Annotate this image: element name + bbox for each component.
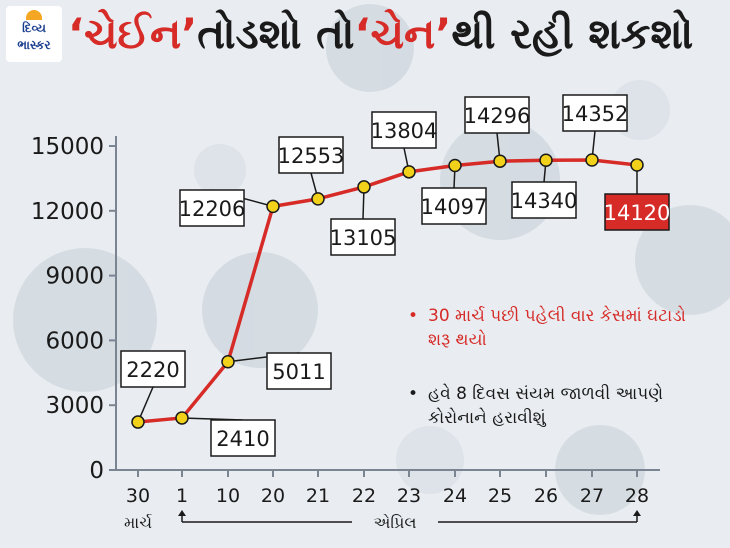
data-label: 14296 — [464, 104, 531, 128]
data-point — [402, 165, 416, 179]
data-label-box — [278, 136, 344, 174]
y-tick-label: 6000 — [45, 328, 104, 354]
page-title: ‘ચેઈન’ તોડશો તો ‘ચેન’ થી રહી શકશો — [68, 4, 728, 64]
x-tick-label: 22 — [352, 485, 376, 507]
data-point — [131, 415, 145, 429]
data-point — [311, 192, 325, 206]
data-label: 13105 — [330, 226, 397, 250]
y-tick-label: 12000 — [31, 199, 104, 225]
data-label-box — [511, 181, 577, 219]
data-point — [539, 153, 553, 168]
april-bracket-arrow-left — [178, 510, 186, 516]
title-part-peace: ‘ચેન’ — [354, 9, 452, 58]
sun-icon — [26, 10, 42, 20]
x-tick-label: 28 — [625, 485, 649, 507]
x-tick-label: 20 — [261, 485, 285, 507]
data-point — [493, 154, 507, 168]
title-part-chain: ‘ચેઈન’ — [68, 9, 198, 58]
data-label-box — [421, 187, 487, 225]
x-tick-label: 10 — [216, 485, 240, 507]
series-line — [137, 158, 638, 424]
data-label: 5011 — [272, 360, 325, 384]
data-label-box — [210, 419, 276, 457]
x-tick-label: 23 — [397, 485, 421, 507]
x-tick-label: 25 — [488, 485, 512, 507]
x-tick-label: 21 — [306, 485, 330, 507]
data-label-box — [604, 193, 670, 231]
data-point — [585, 153, 599, 167]
title-part-break: તોડશો તો — [197, 9, 355, 58]
data-point — [357, 180, 371, 194]
x-tick-label: 30 — [126, 485, 150, 507]
data-label: 2220 — [126, 358, 179, 382]
april-bracket-arrow-right — [633, 510, 641, 516]
data-label-box — [330, 218, 396, 256]
data-label: 2410 — [216, 427, 269, 451]
data-label: 12206 — [179, 197, 246, 221]
brand-logo: દિવ્ય ભાસ્કર — [6, 6, 62, 62]
y-tick-label: 0 — [89, 458, 104, 484]
month-label-march: માર્ચ — [124, 513, 152, 532]
data-label-box — [371, 111, 437, 149]
data-label: 14352 — [562, 102, 629, 126]
note-decline: • 30 માર્ચ પછી પહેલી વાર કેસમાં ઘટાડો શર… — [408, 304, 708, 352]
x-tick-label: 1 — [176, 485, 188, 507]
data-label-box — [179, 189, 245, 227]
data-point — [630, 158, 644, 172]
data-label-box — [562, 94, 628, 132]
data-label: 12553 — [278, 144, 345, 168]
data-point — [175, 411, 189, 425]
x-tick-label: 26 — [534, 485, 558, 507]
data-label: 13804 — [371, 119, 438, 143]
x-tick-label: 24 — [443, 485, 467, 507]
y-tick-label: 3000 — [45, 393, 104, 419]
data-point — [266, 199, 280, 214]
data-label: 14097 — [421, 195, 488, 219]
logo-line-1: દિવ્ય — [22, 21, 46, 35]
y-tick-label: 15000 — [31, 134, 104, 160]
note-restraint-text: હવે 8 દિવસ સંયમ જાળવી આપણે કોરોનાને હરાવ… — [428, 384, 664, 428]
note-restraint: • હવે 8 દિવસ સંયમ જાળવી આપણે કોરોનાને હર… — [408, 382, 708, 430]
title-part-stay: થી રહી શકશો — [451, 9, 694, 58]
data-point — [448, 158, 462, 173]
data-label-box — [464, 96, 530, 134]
month-label-april: એપ્રિલ — [374, 513, 417, 532]
data-label-box — [266, 352, 332, 390]
x-tick-label: 27 — [580, 485, 604, 507]
y-tick-label: 9000 — [45, 264, 104, 290]
data-label: 14340 — [511, 189, 578, 213]
data-point — [221, 355, 235, 369]
note-decline-text: 30 માર્ચ પછી પહેલી વાર કેસમાં ઘટાડો શરૂ … — [428, 306, 686, 350]
data-label: 14120 — [604, 201, 671, 225]
data-label-box — [120, 350, 186, 388]
logo-line-2: ભાસ્કર — [17, 38, 51, 52]
